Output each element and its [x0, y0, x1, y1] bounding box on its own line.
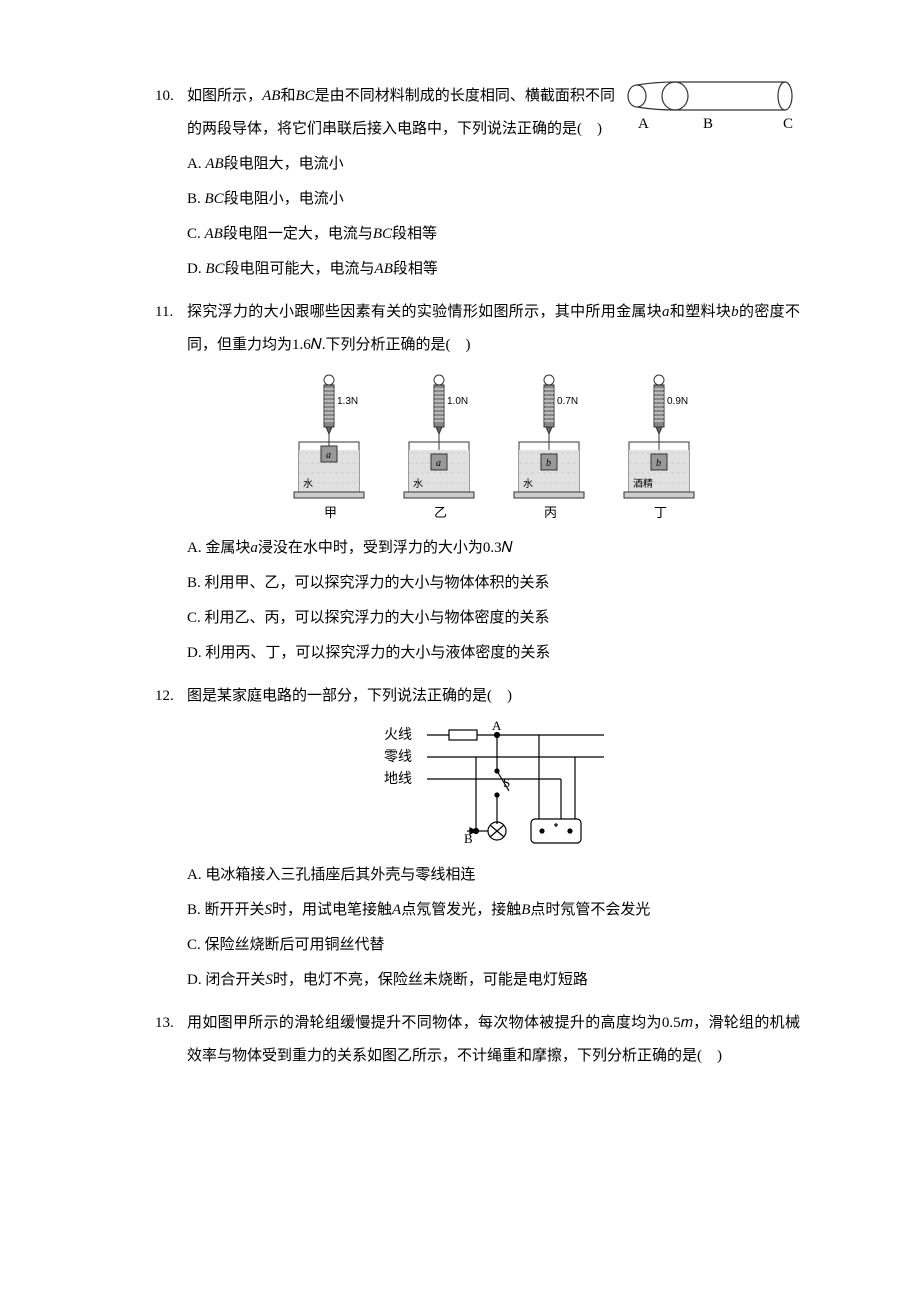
q12-option-d: D. 闭合开关S时，电灯不亮，保险丝未烧断，可能是电灯短路 [187, 964, 800, 997]
question-12: 12. 图是某家庭电路的一部分，下列说法正确的是( ) 火线 零线 地线 A [155, 680, 800, 997]
svg-text:丁: 丁 [654, 505, 667, 520]
q10-number: 10. [155, 80, 187, 113]
svg-text:1.0N: 1.0N [447, 396, 468, 407]
q11-stem: 探究浮力的大小跟哪些因素有关的实验情形如图所示，其中所用金属块a和塑料块b的密度… [187, 296, 800, 362]
q11-number: 11. [155, 296, 187, 329]
svg-text:S: S [503, 775, 510, 790]
svg-text:酒精: 酒精 [633, 477, 653, 490]
q10-options: A. AB段电阻大，电流小 B. BC段电阻小，电流小 C. AB段电阻一定大，… [155, 148, 800, 286]
svg-text:水: 水 [413, 478, 423, 490]
svg-text:A: A [492, 721, 502, 733]
svg-text:丙: 丙 [544, 505, 557, 520]
svg-text:0.7N: 0.7N [557, 396, 578, 407]
svg-text:1.3N: 1.3N [337, 396, 358, 407]
q12-option-c: C. 保险丝烧断后可用铜丝代替 [187, 929, 800, 962]
q12-option-a: A. 电冰箱接入三孔插座后其外壳与零线相连 [187, 859, 800, 892]
q11-fig-3: 0.9N b 酒精 丁 [619, 372, 699, 522]
svg-text:水: 水 [523, 478, 533, 490]
q10-label-b: B [703, 116, 713, 132]
q10-stem: A B C 如图所示，AB和BC是由不同材料制成的长度相同、横截面积不同的两段导… [187, 80, 800, 146]
q12-stem: 图是某家庭电路的一部分，下列说法正确的是( ) [187, 680, 800, 713]
q11-option-b: B. 利用甲、乙，可以探究浮力的大小与物体体积的关系 [187, 567, 800, 600]
svg-text:零线: 零线 [384, 749, 412, 765]
q10-figure: A B C [625, 80, 800, 135]
q10-option-c: C. AB段电阻一定大，电流与BC段相等 [187, 218, 800, 251]
svg-text:b: b [656, 458, 661, 469]
q11-fig-2: 0.7N b 水 丙 [509, 372, 589, 522]
q13-stem: 用如图甲所示的滑轮组缓慢提升不同物体，每次物体被提升的高度均为0.5𝑚，滑轮组的… [187, 1007, 800, 1073]
q11-fig-0: 1.3N a 水 甲 [289, 372, 369, 522]
q12-option-b: B. 断开开关S时，用试电笔接触A点氖管发光，接触B点时氖管不会发光 [187, 894, 800, 927]
question-10: 10. A B C 如图所示 [155, 80, 800, 286]
q10-option-a: A. AB段电阻大，电流小 [187, 148, 800, 181]
q11-option-c: C. 利用乙、丙，可以探究浮力的大小与物体密度的关系 [187, 602, 800, 635]
svg-text:a: a [436, 458, 441, 469]
svg-text:乙: 乙 [434, 505, 447, 520]
svg-text:地线: 地线 [384, 771, 412, 787]
svg-text:0.9N: 0.9N [667, 396, 688, 407]
q12-options: A. 电冰箱接入三孔插座后其外壳与零线相连 B. 断开开关S时，用试电笔接触A点… [155, 859, 800, 997]
svg-text:甲: 甲 [324, 505, 337, 520]
svg-text:a: a [326, 450, 331, 461]
q11-options: A. 金属块a浸没在水中时，受到浮力的大小为0.3𝑁 B. 利用甲、乙，可以探究… [155, 532, 800, 670]
q10-option-b: B. BC段电阻小，电流小 [187, 183, 800, 216]
question-13: 13. 用如图甲所示的滑轮组缓慢提升不同物体，每次物体被提升的高度均为0.5𝑚，… [155, 1007, 800, 1073]
svg-text:火线: 火线 [384, 727, 412, 743]
q11-figures: 1.3N a 水 甲 1.0N a 水 乙 [155, 372, 800, 522]
svg-text:b: b [546, 458, 551, 469]
q11-option-d: D. 利用丙、丁，可以探究浮力的大小与液体密度的关系 [187, 637, 800, 670]
q11-option-a: A. 金属块a浸没在水中时，受到浮力的大小为0.3𝑁 [187, 532, 800, 565]
q13-number: 13. [155, 1007, 187, 1040]
q10-label-a: A [638, 116, 649, 132]
q10-option-d: D. BC段电阻可能大，电流与AB段相等 [187, 253, 800, 286]
q12-number: 12. [155, 680, 187, 713]
q11-fig-1: 1.0N a 水 乙 [399, 372, 479, 522]
q10-label-c: C [783, 116, 793, 132]
q12-figure: 火线 零线 地线 A S [155, 721, 800, 851]
svg-text:水: 水 [303, 478, 313, 490]
question-11: 11. 探究浮力的大小跟哪些因素有关的实验情形如图所示，其中所用金属块a和塑料块… [155, 296, 800, 670]
